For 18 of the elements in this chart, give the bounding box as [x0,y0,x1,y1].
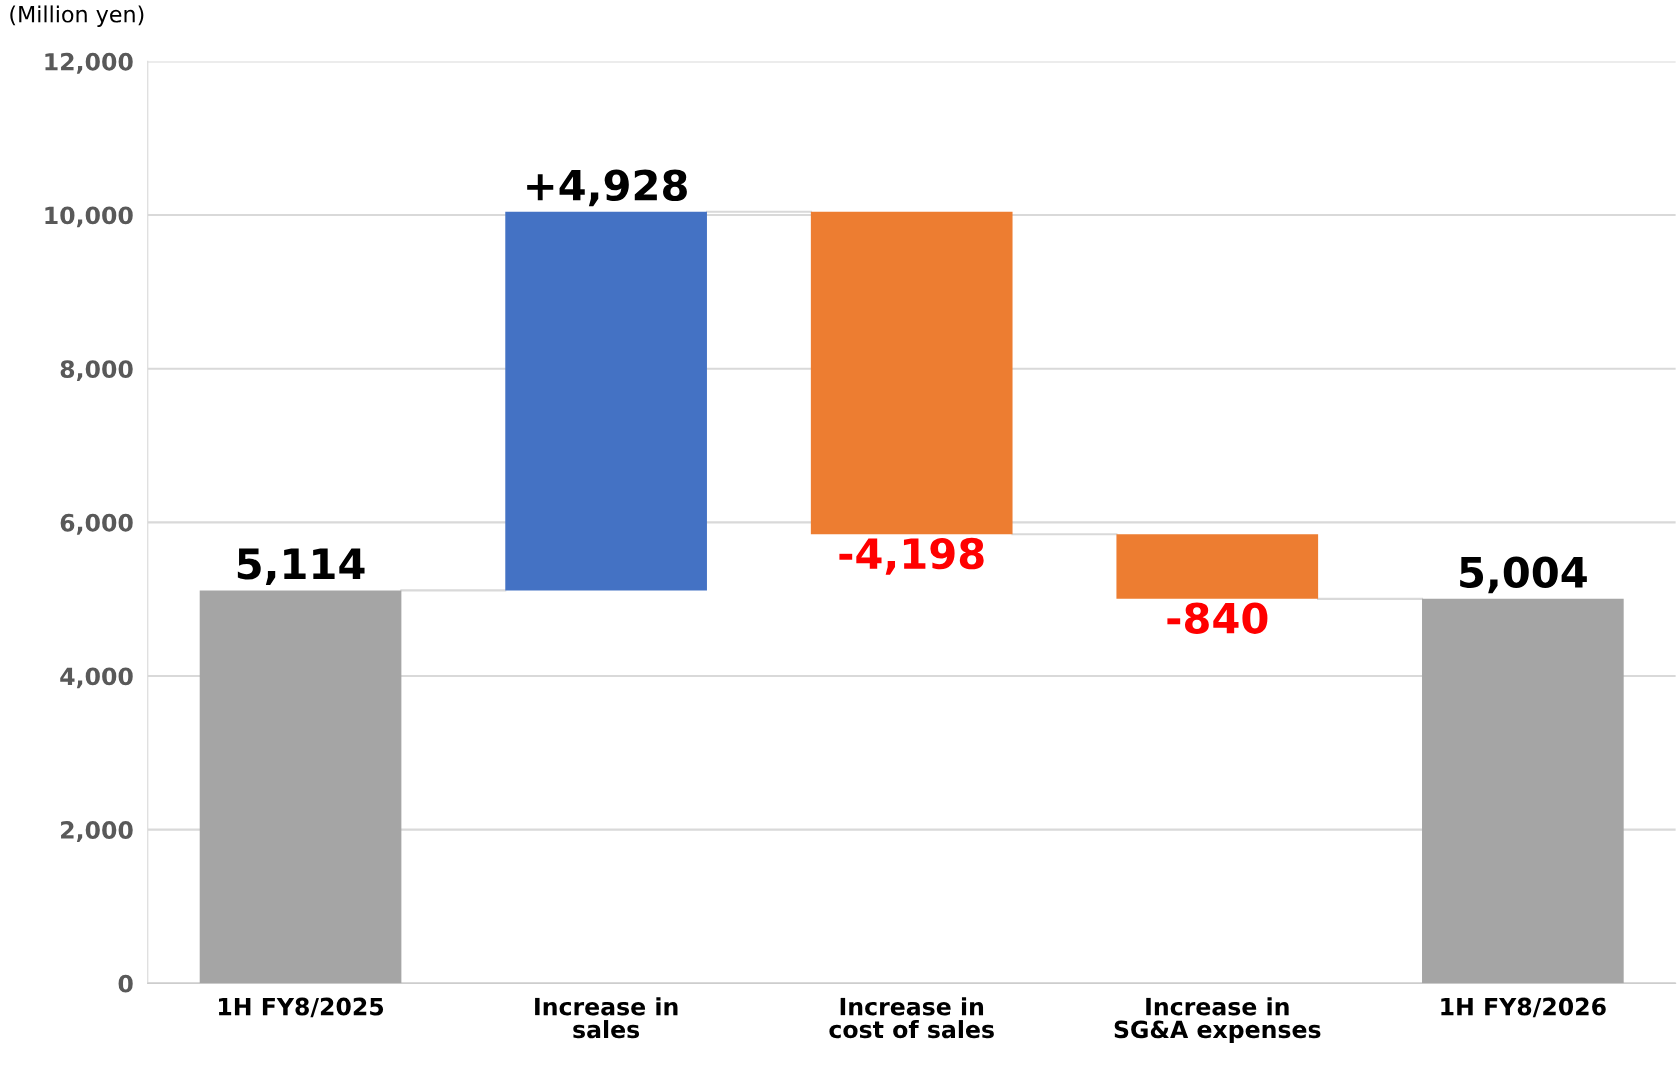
data-label: -840 [1167,602,1268,634]
data-label: -4,198 [839,537,984,575]
x-tick-label: 1H FY8/2026 [1441,997,1606,1018]
y-tick-label: 2,000 [61,821,133,842]
x-tick-label: Increase in SG&A expenses [1114,997,1321,1043]
y-tick-label: 12,000 [45,52,133,74]
data-label: +4,928 [527,169,687,207]
y-tick-label: 10,000 [45,206,133,228]
y-tick-label: 4,000 [60,667,133,689]
x-tick-label: 1H FY8/2025 [219,997,384,1018]
data-label: 5,004 [1460,556,1587,594]
data-label: 5,114 [237,548,365,585]
y-tick-label: 8,000 [60,360,133,382]
x-tick-label: Increase in sales [535,997,678,1039]
y-tick-label: 6,000 [60,513,133,535]
x-tick-label: Increase in cost of sales [829,997,994,1039]
y-axis-title: (Million yen) [10,5,144,27]
y-tick-label: 0 [118,974,133,993]
